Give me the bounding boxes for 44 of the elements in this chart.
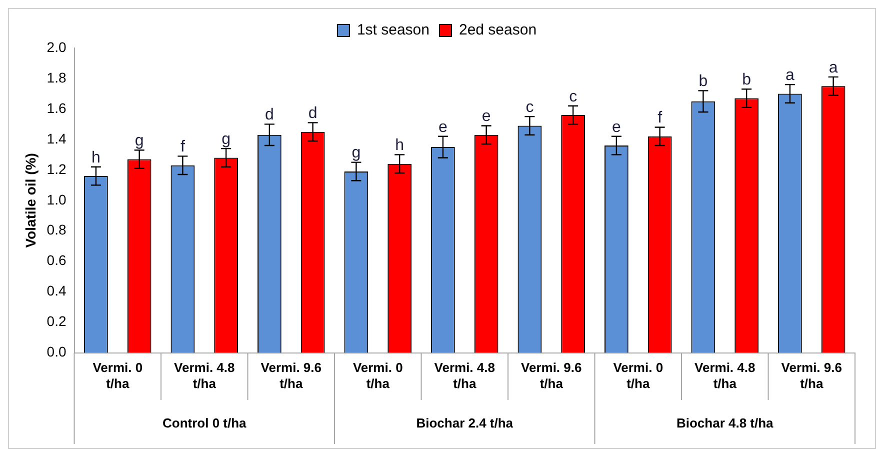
legend-label: 1st season — [356, 22, 430, 39]
data-label: h — [91, 149, 100, 166]
legend-label: 2ed season — [458, 22, 537, 39]
x-tick-label: Vermi. 4.8 t/ha — [694, 360, 756, 391]
data-label: a — [785, 66, 794, 84]
y-tick-label: 1.4 — [46, 130, 66, 146]
y-tick-label: 0.2 — [46, 313, 66, 330]
data-label: c — [526, 98, 534, 116]
y-axis-title: Volatile oil (%) — [22, 153, 38, 248]
data-label: f — [658, 110, 663, 127]
y-tick-label: 0.4 — [46, 282, 66, 299]
y-tick-label: 1.0 — [46, 191, 66, 208]
y-tick-label: 1.2 — [46, 160, 66, 177]
text: Biochar 2.4 t/ha — [416, 416, 514, 431]
x-tick-label: Vermi. 4.8 t/ha — [174, 360, 235, 391]
data-label: f — [180, 138, 186, 156]
x-tick-label: Vermi. 9.6 t/ha — [521, 360, 582, 391]
data-label: e — [438, 118, 448, 136]
x-tick-label: Vermi. 9.6 t/ha — [781, 360, 842, 391]
x-tick-label: Vermi. 0 t/ha — [352, 360, 403, 391]
x-tick-label: Vermi. 9.6 t/ha — [260, 360, 322, 391]
data-label: d — [264, 106, 274, 124]
x-tick-label: Vermi. 0 t/ha — [92, 360, 143, 391]
text: Biochar 4.8 t/ha — [676, 416, 774, 431]
data-label: h — [395, 137, 404, 154]
y-tick-label: 0.6 — [46, 252, 66, 268]
data-label: e — [612, 118, 621, 136]
x-tick-label: Vermi. 4.8 t/ha — [434, 360, 495, 391]
data-label: e — [482, 108, 491, 126]
data-label: b — [742, 72, 752, 89]
x-tick-label: Vermi. 0 t/ha — [613, 360, 664, 391]
y-tick-label: 2.0 — [46, 38, 66, 55]
data-label: g — [134, 132, 144, 150]
data-label: c — [569, 88, 578, 106]
text: Control 0 t/ha — [162, 416, 248, 431]
y-tick-label: 0.0 — [46, 344, 66, 360]
y-tick-label: 0.8 — [46, 222, 66, 238]
y-tick-label: 1.6 — [46, 100, 66, 116]
data-label: g — [222, 130, 231, 148]
data-label: g — [352, 144, 361, 162]
data-label: a — [828, 59, 838, 76]
y-tick-label: 1.8 — [46, 69, 66, 86]
data-label: d — [308, 105, 318, 122]
data-label: b — [698, 73, 708, 90]
